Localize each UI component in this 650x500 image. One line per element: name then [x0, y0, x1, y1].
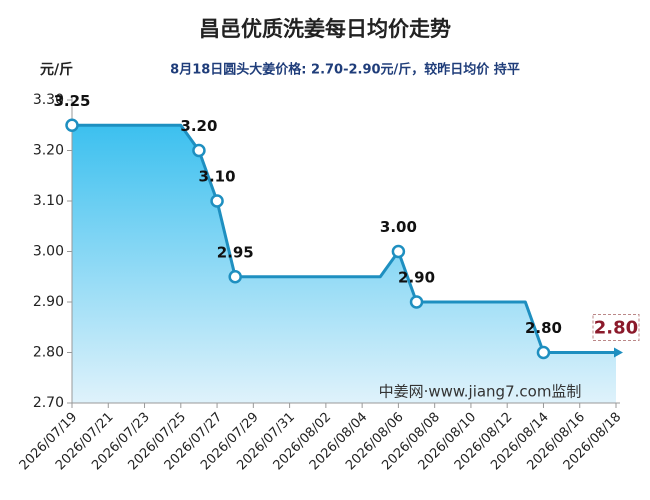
marker [409, 295, 424, 309]
value-label: 2.80 [525, 319, 562, 337]
marker [210, 194, 224, 208]
value-label: 3.25 [53, 92, 90, 110]
value-label: 3.20 [180, 117, 217, 135]
value-label: 2.80 [594, 318, 638, 339]
subtitle: 8月18日圆头大姜价格: 2.70-2.90元/斤，较昨日均价 持平 [170, 62, 520, 78]
y-tick-label: 3.10 [33, 193, 64, 209]
y-tick-label: 3.20 [33, 143, 64, 159]
value-label-box [592, 314, 640, 341]
value-label: 3.10 [199, 168, 236, 186]
line-arrow [614, 347, 623, 358]
y-tick-label: 3.30 [33, 92, 64, 108]
value-label: 2.90 [398, 269, 435, 287]
marker [228, 270, 242, 284]
value-label: 2.95 [217, 243, 254, 261]
y-tick-label: 3.00 [33, 244, 64, 260]
marker [65, 118, 79, 132]
y-tick-label: 2.80 [33, 345, 64, 361]
chart-title: 昌邑优质洗姜每日均价走势 [199, 17, 451, 41]
y-tick-label: 2.90 [33, 294, 64, 310]
y-tick-label: 2.70 [33, 395, 64, 411]
value-label: 3.00 [380, 218, 417, 236]
y-axis-label: 元/斤 [40, 61, 73, 78]
annotation: 中姜网·www.jiang7.com监制 [379, 383, 582, 401]
marker [391, 244, 406, 259]
area [72, 125, 616, 403]
marker [536, 345, 551, 360]
line [72, 123, 616, 354]
marker [192, 143, 206, 158]
